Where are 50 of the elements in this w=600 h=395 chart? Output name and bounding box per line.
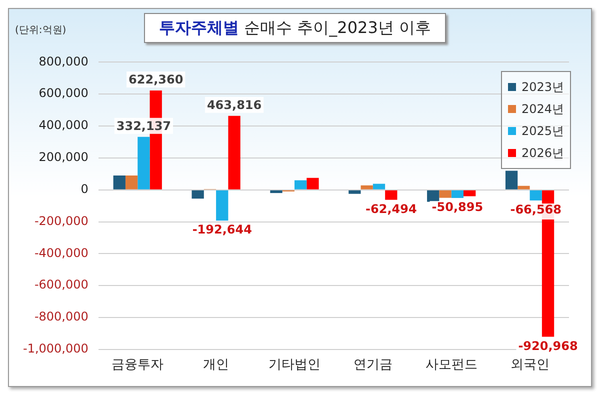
bar — [216, 190, 228, 221]
bar — [451, 190, 464, 198]
data-label: -62,494 — [366, 202, 417, 216]
text: (단위:억원) — [15, 24, 66, 37]
bar — [270, 190, 282, 194]
data-label: 622,360 — [128, 72, 184, 87]
bar — [294, 180, 307, 190]
y-tick-label: -400,000 — [34, 246, 88, 260]
bar — [427, 190, 440, 202]
bar — [439, 190, 452, 198]
bar — [138, 136, 150, 190]
x-tick-label: 금융투자 — [112, 358, 164, 373]
data-label: -920,968 — [518, 338, 578, 353]
y-tick-label: -800,000 — [34, 310, 88, 324]
x-tick-label: 외국인 — [510, 358, 550, 373]
bar — [306, 178, 319, 190]
data-label: 332,137 — [116, 118, 172, 133]
data-label: -50,895 — [432, 200, 484, 214]
x-tick-label: 개인 — [203, 358, 230, 373]
x-tick-label: 사모펀드 — [425, 358, 478, 373]
data-label: -66,568 — [510, 202, 562, 217]
bar — [518, 186, 530, 190]
bar — [228, 116, 240, 190]
chart-title: 투자주체별 순매수 추이_2023년 이후 — [144, 13, 446, 43]
legend-label: 2025년 — [520, 122, 564, 140]
x-tick-label: 연기금 — [353, 358, 392, 373]
y-tick-label: 400,000 — [38, 118, 88, 132]
legend-label: 2026년 — [520, 144, 564, 162]
y-tick-label: -200,000 — [34, 214, 88, 228]
bar — [348, 190, 361, 194]
bar — [192, 190, 204, 199]
y-tick-label: -600,000 — [34, 278, 88, 292]
bar — [385, 190, 398, 200]
y-tick-label: 0 — [80, 182, 88, 196]
y-tick-label: 600,000 — [38, 86, 88, 100]
legend-label: 2024년 — [520, 100, 564, 118]
bar — [125, 175, 138, 190]
bar — [113, 175, 126, 190]
bar — [360, 185, 373, 190]
bar — [530, 190, 542, 200]
x-tick-label: 기타법인 — [268, 358, 320, 373]
data-label: -192,644 — [192, 222, 252, 237]
y-tick-label: 800,000 — [38, 54, 88, 68]
bar — [505, 170, 518, 190]
legend-label: 2023년 — [520, 78, 564, 96]
bar — [464, 190, 476, 196]
data-label: 463,816 — [206, 98, 262, 112]
y-tick-label: 200,000 — [38, 150, 88, 164]
bar — [372, 184, 386, 190]
y-tick-label: -1,000,000 — [22, 342, 88, 356]
